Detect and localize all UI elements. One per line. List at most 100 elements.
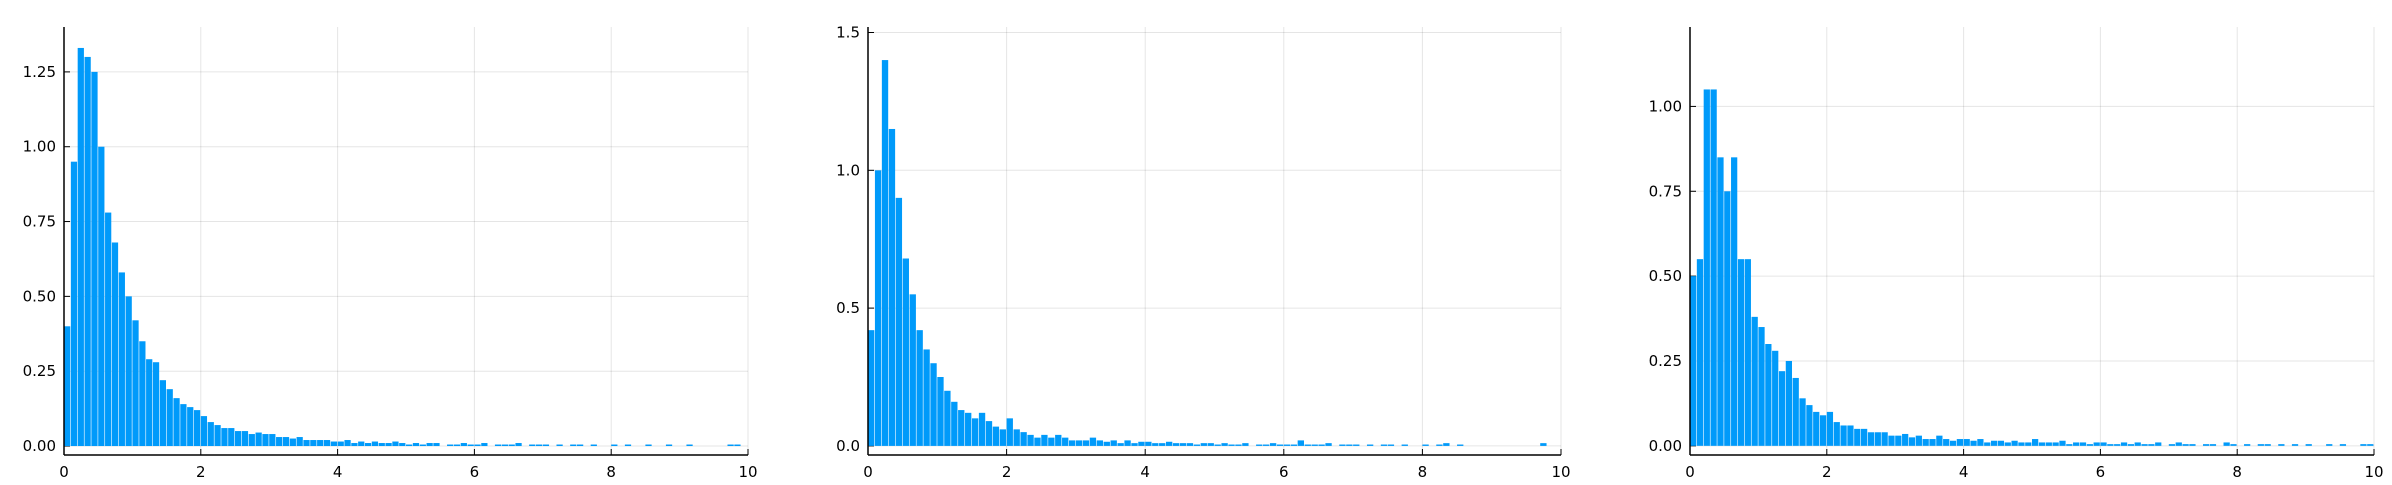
bar xyxy=(1221,443,1228,446)
bar xyxy=(577,444,584,447)
bar xyxy=(1737,259,1745,446)
x-tick-label: 10 xyxy=(1551,463,1570,481)
bar xyxy=(930,363,937,446)
bar xyxy=(2189,444,2196,446)
bar xyxy=(2305,444,2312,446)
bar xyxy=(1792,377,1799,446)
bar xyxy=(944,390,951,446)
bar xyxy=(1443,443,1450,446)
bar xyxy=(351,443,358,447)
bar xyxy=(1172,443,1180,446)
bar xyxy=(1813,411,1820,446)
y-tick-label: 0.75 xyxy=(1649,182,1682,200)
bar xyxy=(1758,327,1765,446)
bar xyxy=(1124,440,1131,446)
bar xyxy=(1304,444,1311,446)
bar xyxy=(1269,443,1277,446)
bar xyxy=(1457,444,1464,446)
bar xyxy=(1861,428,1868,446)
bar xyxy=(235,431,242,447)
bar xyxy=(1117,443,1124,446)
x-tick-label: 10 xyxy=(738,463,757,481)
bar xyxy=(1311,444,1318,446)
bar xyxy=(2264,444,2271,446)
bar xyxy=(895,197,903,446)
bar xyxy=(1731,157,1738,446)
bar xyxy=(385,443,392,447)
bar xyxy=(951,401,958,446)
bar xyxy=(221,428,228,447)
bar xyxy=(111,242,119,447)
bar xyxy=(2339,444,2347,446)
bar xyxy=(1152,443,1159,446)
bar xyxy=(556,444,563,447)
bar xyxy=(1186,443,1194,446)
bar xyxy=(2209,444,2217,446)
bar xyxy=(1703,89,1710,446)
bar xyxy=(1881,432,1888,446)
bar xyxy=(1068,440,1076,446)
bar xyxy=(1200,443,1207,446)
bar xyxy=(2278,444,2285,446)
bar xyxy=(282,437,290,447)
bar xyxy=(2291,444,2299,446)
bar xyxy=(874,170,882,446)
bar xyxy=(1724,191,1731,446)
bar xyxy=(276,437,283,447)
y-tick-label: 0.5 xyxy=(836,299,860,317)
bar xyxy=(965,412,972,446)
bar xyxy=(1888,435,1895,446)
bar xyxy=(2004,442,2011,446)
x-tick-label: 2 xyxy=(1002,463,1012,481)
bar xyxy=(909,294,916,446)
bar xyxy=(1276,444,1284,446)
bar xyxy=(1020,432,1027,446)
bar xyxy=(1956,439,1963,446)
bar xyxy=(392,441,399,447)
bar xyxy=(269,434,276,447)
bar xyxy=(590,444,597,447)
bar xyxy=(447,444,454,447)
bar xyxy=(166,389,173,447)
bar xyxy=(1145,441,1152,446)
bar xyxy=(1422,444,1429,446)
bar xyxy=(1436,444,1443,446)
y-tick-label: 0.00 xyxy=(23,437,56,455)
bar xyxy=(1984,442,1991,446)
bar xyxy=(310,440,317,447)
bar xyxy=(1103,441,1110,446)
bar xyxy=(1387,444,1395,446)
bar xyxy=(1228,444,1235,446)
bar xyxy=(2134,442,2141,446)
bar xyxy=(2175,442,2182,446)
bar xyxy=(1867,432,1875,446)
bar xyxy=(494,444,502,447)
bar xyxy=(1717,157,1724,446)
bar xyxy=(1977,439,1984,446)
x-tick-label: 6 xyxy=(470,463,480,481)
bar xyxy=(992,426,1000,446)
bar xyxy=(296,437,303,447)
bar xyxy=(1193,444,1201,446)
bar xyxy=(1013,429,1020,446)
bar xyxy=(1765,344,1772,446)
bar xyxy=(255,432,262,447)
bar xyxy=(474,444,481,447)
bar xyxy=(1826,411,1834,446)
x-tick-label: 10 xyxy=(2364,463,2383,481)
bar xyxy=(98,146,105,447)
bar xyxy=(303,440,310,447)
bar xyxy=(1778,371,1786,446)
bar xyxy=(1263,444,1270,446)
bar xyxy=(727,444,734,447)
bar xyxy=(467,444,474,447)
bar xyxy=(2073,442,2080,446)
bar xyxy=(1963,439,1970,446)
bar xyxy=(1540,443,1547,446)
bar xyxy=(2038,442,2046,446)
bar xyxy=(1165,441,1173,446)
bar xyxy=(132,320,139,447)
bar xyxy=(1353,444,1360,446)
x-tick-label: 6 xyxy=(2096,463,2106,481)
bar xyxy=(1297,440,1304,446)
